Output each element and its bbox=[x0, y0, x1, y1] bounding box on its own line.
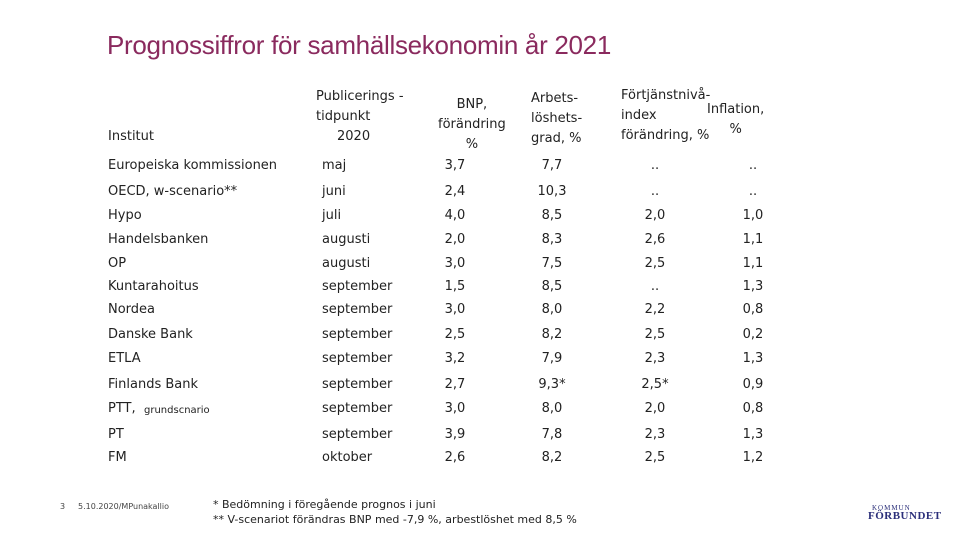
cell-tidpunkt: september bbox=[322, 401, 393, 416]
cell-infl: 0,2 bbox=[742, 327, 764, 342]
cell-fort: 2,5* bbox=[641, 377, 669, 392]
footnote-1: * Bedömning i föregående prognos i juni bbox=[213, 498, 436, 511]
cell-arb: 7,7 bbox=[541, 158, 563, 173]
cell-tidpunkt: september bbox=[322, 302, 393, 317]
cell-infl: 0,8 bbox=[742, 302, 764, 317]
header-inflation: Inflation, % bbox=[707, 102, 765, 137]
cell-fort: 2,0 bbox=[644, 401, 666, 416]
cell-institut-note: grundscnario bbox=[144, 405, 210, 416]
cell-fort: 2,0 bbox=[644, 208, 666, 223]
cell-infl: 1,3 bbox=[742, 279, 764, 294]
kommunforbundet-logo: KOMMUN FÖRBUNDET bbox=[868, 504, 942, 522]
header-publicering: Publicerings - tidpunkt 2020 bbox=[316, 89, 404, 144]
cell-bnp: 2,6 bbox=[444, 450, 466, 465]
cell-institut-note-wrap: grundscnario bbox=[144, 402, 210, 419]
cell-bnp: 2,5 bbox=[444, 327, 466, 342]
cell-institut: ETLA bbox=[108, 351, 141, 366]
cell-fort: 2,3 bbox=[644, 427, 666, 442]
cell-infl: 0,8 bbox=[742, 401, 764, 416]
cell-bnp: 1,5 bbox=[444, 279, 466, 294]
page-title: Prognossiffror för samhällsekonomin år 2… bbox=[107, 30, 611, 60]
cell-fort: .. bbox=[650, 184, 660, 199]
cell-infl: .. bbox=[748, 158, 758, 173]
cell-institut: PTT, bbox=[108, 401, 136, 416]
cell-bnp: 2,4 bbox=[444, 184, 466, 199]
cell-bnp: 2,0 bbox=[444, 232, 466, 247]
cell-tidpunkt: september bbox=[322, 279, 393, 294]
cell-bnp: 4,0 bbox=[444, 208, 466, 223]
cell-arb: 8,2 bbox=[541, 450, 563, 465]
page-number: 3 bbox=[60, 502, 66, 511]
cell-fort: 2,2 bbox=[644, 302, 666, 317]
cell-fort: 2,5 bbox=[644, 450, 666, 465]
cell-institut: Hypo bbox=[108, 208, 142, 223]
footnote-2: ** V-scenariot förändras BNP med -7,9 %,… bbox=[213, 513, 577, 526]
cell-fort: 2,5 bbox=[644, 256, 666, 271]
header-institut: Institut bbox=[108, 129, 154, 144]
cell-infl: 1,2 bbox=[742, 450, 764, 465]
cell-infl: 1,1 bbox=[742, 256, 764, 271]
cell-tidpunkt: september bbox=[322, 427, 393, 442]
cell-tidpunkt: maj bbox=[322, 158, 347, 173]
date-author: 5.10.2020/MPunakallio bbox=[78, 502, 169, 511]
cell-fort: .. bbox=[650, 279, 660, 294]
cell-institut: PT bbox=[108, 427, 124, 442]
cell-infl: .. bbox=[748, 184, 758, 199]
cell-institut: FM bbox=[108, 450, 127, 465]
cell-arb: 8,5 bbox=[541, 279, 563, 294]
cell-institut: Kuntarahoitus bbox=[108, 279, 199, 294]
cell-arb: 8,0 bbox=[541, 302, 563, 317]
cell-bnp: 3,7 bbox=[444, 158, 466, 173]
cell-fort: 2,3 bbox=[644, 351, 666, 366]
cell-bnp: 2,7 bbox=[444, 377, 466, 392]
cell-bnp: 3,2 bbox=[444, 351, 466, 366]
cell-tidpunkt: september bbox=[322, 327, 393, 342]
cell-arb: 10,3 bbox=[537, 184, 567, 199]
cell-arb: 7,5 bbox=[541, 256, 563, 271]
cell-arb: 8,5 bbox=[541, 208, 563, 223]
cell-arb: 8,3 bbox=[541, 232, 563, 247]
cell-arb: 7,9 bbox=[541, 351, 563, 366]
cell-fort: 2,5 bbox=[644, 327, 666, 342]
cell-institut: Nordea bbox=[108, 302, 156, 317]
cell-fort: .. bbox=[650, 158, 660, 173]
cell-infl: 1,0 bbox=[742, 208, 764, 223]
cell-arb: 8,0 bbox=[541, 401, 563, 416]
cell-arb: 7,8 bbox=[541, 427, 563, 442]
cell-infl: 1,3 bbox=[742, 351, 764, 366]
cell-tidpunkt: september bbox=[322, 377, 393, 392]
cell-tidpunkt: juli bbox=[322, 208, 342, 223]
cell-institut: OECD, w-scenario** bbox=[108, 184, 238, 199]
header-arbetsloshet: Arbets- löshets- grad, % bbox=[531, 91, 583, 146]
cell-institut: Handelsbanken bbox=[108, 232, 209, 247]
cell-tidpunkt: september bbox=[322, 351, 393, 366]
cell-infl: 1,3 bbox=[742, 427, 764, 442]
cell-institut: OP bbox=[108, 256, 127, 271]
cell-institut: Europeiska kommissionen bbox=[108, 158, 278, 173]
cell-infl: 1,1 bbox=[742, 232, 764, 247]
header-fortjanst: Förtjänstnivå- index förändring, % bbox=[621, 88, 711, 143]
cell-bnp: 3,9 bbox=[444, 427, 466, 442]
cell-arb: 9,3* bbox=[538, 377, 566, 392]
cell-bnp: 3,0 bbox=[444, 401, 466, 416]
cell-fort: 2,6 bbox=[644, 232, 666, 247]
cell-institut: Finlands Bank bbox=[108, 377, 199, 392]
cell-tidpunkt: oktober bbox=[322, 450, 373, 465]
cell-tidpunkt: juni bbox=[322, 184, 346, 199]
cell-institut: Danske Bank bbox=[108, 327, 193, 342]
cell-bnp: 3,0 bbox=[444, 256, 466, 271]
header-bnp: BNP, förändring % bbox=[438, 97, 506, 152]
cell-tidpunkt: augusti bbox=[322, 256, 371, 271]
cell-tidpunkt: augusti bbox=[322, 232, 371, 247]
cell-arb: 8,2 bbox=[541, 327, 563, 342]
cell-infl: 0,9 bbox=[742, 377, 764, 392]
cell-bnp: 3,0 bbox=[444, 302, 466, 317]
